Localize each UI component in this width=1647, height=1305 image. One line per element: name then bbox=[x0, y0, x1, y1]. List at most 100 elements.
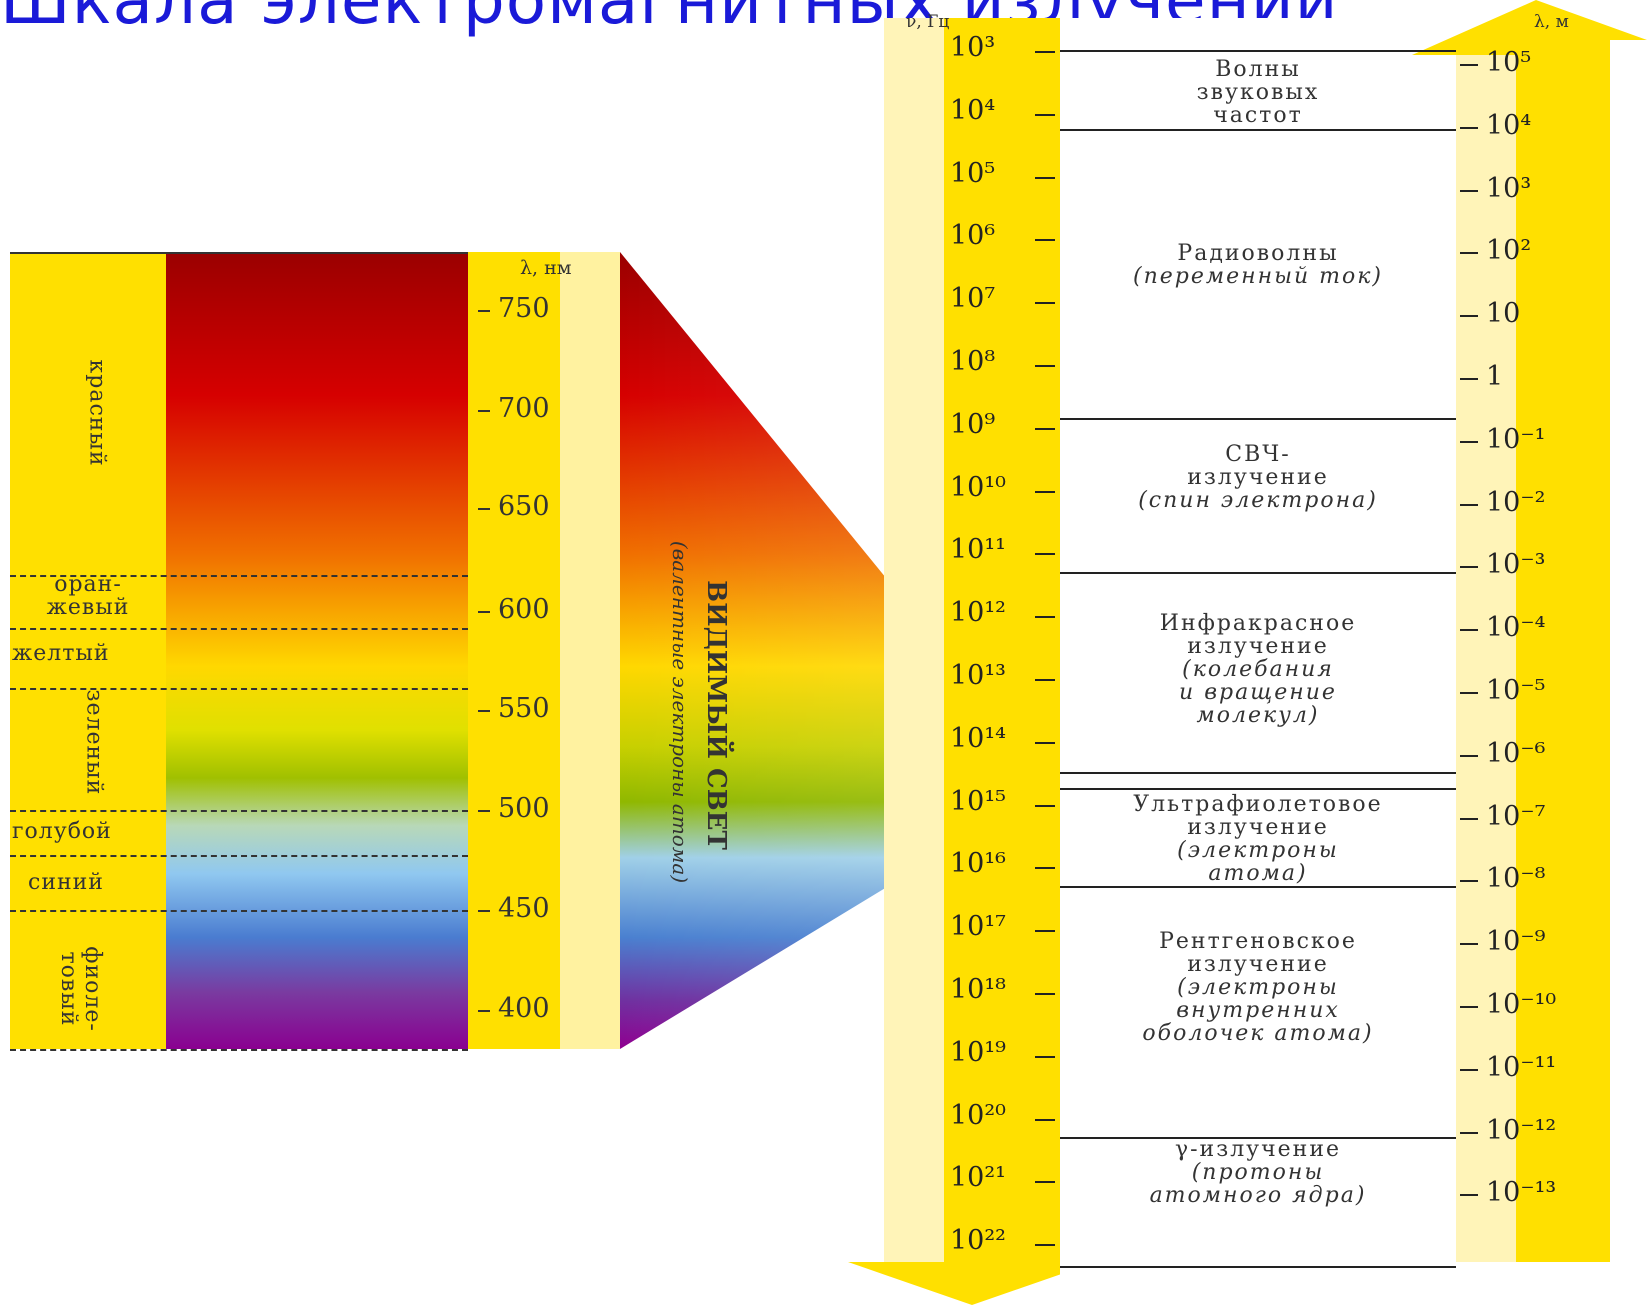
wave-tick-mark bbox=[1460, 692, 1478, 694]
spectrum-strip bbox=[166, 252, 468, 1049]
wave-tick-label: 10³ bbox=[1486, 172, 1532, 204]
wave-tick-label: 1 bbox=[1486, 361, 1504, 392]
freq-tick-label: 10⁶ bbox=[950, 220, 996, 252]
freq-tick-mark bbox=[1035, 176, 1055, 179]
wave-tick-mark bbox=[1460, 252, 1478, 255]
freq-tick-label: 10¹² bbox=[950, 597, 1007, 629]
freq-tick-mark bbox=[1035, 51, 1055, 53]
visible-light-sublabel: (валентные электроны атома) bbox=[668, 540, 692, 884]
nm-tick-label: 450 bbox=[498, 893, 550, 924]
wave-tick-label: 10⁻⁵ bbox=[1486, 675, 1546, 706]
freq-tick-mark bbox=[1035, 804, 1055, 807]
color-separator bbox=[10, 810, 468, 812]
wave-tick-mark bbox=[1460, 1194, 1478, 1197]
nm-tick-mark bbox=[478, 910, 490, 912]
region-boundary bbox=[1060, 50, 1456, 52]
freq-tick-mark bbox=[1035, 365, 1055, 367]
freq-tick-mark bbox=[1035, 867, 1055, 870]
freq-tick-mark bbox=[1035, 1055, 1055, 1058]
wave-tick-label: 10 bbox=[1486, 298, 1521, 330]
region-gamma: γ-излучение (протоны атомного ядра) bbox=[1149, 1137, 1367, 1208]
freq-tick-mark bbox=[1035, 553, 1055, 556]
wave-tick-label: 10⁻⁶ bbox=[1486, 737, 1546, 769]
nm-tick-mark bbox=[478, 1010, 490, 1012]
freq-tick-mark bbox=[1035, 490, 1055, 493]
color-separator bbox=[10, 1049, 468, 1051]
freq-tick-label: 10¹⁷ bbox=[950, 911, 1007, 943]
color-name-blue: синий bbox=[28, 870, 104, 895]
freq-tick-mark bbox=[1035, 930, 1055, 933]
freq-tick-mark bbox=[1035, 616, 1055, 619]
freq-tick-label: 10¹⁸ bbox=[950, 974, 1007, 1005]
color-separator bbox=[10, 575, 468, 577]
wave-tick-label: 10⁴ bbox=[1486, 109, 1532, 141]
nm-tick-label: 650 bbox=[498, 491, 550, 522]
freq-tick-label: 10¹⁴ bbox=[950, 722, 1007, 754]
wave-tick-mark bbox=[1460, 1131, 1478, 1134]
regions-column bbox=[1060, 18, 1456, 1280]
nm-tick-label: 700 bbox=[498, 393, 550, 424]
region-infrared: Инфракрасное излучение (колебания и вращени… bbox=[1159, 611, 1357, 728]
region-boundary bbox=[1060, 129, 1456, 131]
region-microwave: СВЧ-излучение (спин электрона) bbox=[1138, 442, 1378, 513]
freq-tick-label: 10⁵ bbox=[950, 157, 996, 189]
wave-tick-mark bbox=[1460, 1068, 1478, 1071]
nm-tick-mark bbox=[478, 310, 490, 312]
wave-tick-label: 10⁻⁸ bbox=[1486, 863, 1546, 895]
region-boundary bbox=[1060, 418, 1456, 420]
wave-tick-mark bbox=[1460, 1006, 1478, 1008]
wave-tick-label: 10² bbox=[1486, 235, 1532, 267]
freq-tick-mark bbox=[1035, 1118, 1055, 1121]
color-separator bbox=[10, 910, 468, 912]
nm-tick-mark bbox=[478, 410, 490, 412]
nm-tick-mark bbox=[478, 611, 490, 613]
wave-tick-label: 10⁵ bbox=[1486, 47, 1532, 78]
freq-unit-label: ν, Гц bbox=[906, 12, 950, 32]
freq-tick-label: 10¹⁰ bbox=[950, 471, 1007, 503]
wave-tick-mark bbox=[1460, 817, 1478, 820]
color-separator bbox=[10, 688, 468, 690]
freq-tick-label: 10²¹ bbox=[950, 1162, 1007, 1194]
freq-tick-label: 10³ bbox=[950, 32, 996, 63]
nm-tick-label: 500 bbox=[498, 793, 550, 824]
color-separator bbox=[10, 252, 468, 254]
wave-tick-mark bbox=[1460, 503, 1478, 506]
wave-tick-label: 10⁻¹³ bbox=[1486, 1177, 1557, 1209]
region-sound-waves: Волны звуковых частот bbox=[1196, 57, 1320, 128]
region-boundary bbox=[1060, 1266, 1456, 1268]
region-radio-waves: Радиоволны (переменный ток) bbox=[1132, 241, 1384, 289]
wave-tick-label: 10⁻¹¹ bbox=[1486, 1051, 1557, 1083]
wave-tick-label: 10⁻⁷ bbox=[1486, 800, 1546, 832]
color-name-band bbox=[10, 252, 166, 1049]
region-xray: Рентгеновское излучение (электроны внутренн… bbox=[1142, 929, 1374, 1046]
nm-tick-mark bbox=[478, 810, 490, 812]
color-name-green: зеленый bbox=[81, 689, 107, 796]
region-boundary bbox=[1060, 772, 1456, 774]
wave-tick-mark bbox=[1460, 378, 1478, 380]
region-boundary bbox=[1060, 886, 1456, 888]
nm-tick-label: 550 bbox=[498, 693, 550, 724]
color-name-violet: фиоле-товый bbox=[56, 946, 105, 1032]
freq-tick-label: 10¹⁵ bbox=[950, 785, 1007, 817]
freq-tick-label: 10⁹ bbox=[950, 408, 996, 440]
wave-tick-mark bbox=[1460, 440, 1478, 443]
freq-tick-label: 10²⁰ bbox=[950, 1099, 1007, 1131]
nm-tick-label: 750 bbox=[498, 293, 550, 324]
freq-tick-mark bbox=[1035, 993, 1055, 995]
freq-tick-mark bbox=[1035, 679, 1055, 681]
freq-tick-mark bbox=[1035, 239, 1055, 242]
region-ultraviolet: Ультрафиолетовое излучение (электроны атома… bbox=[1133, 792, 1383, 886]
region-boundary bbox=[1060, 572, 1456, 574]
visible-light-label: ВИДИМЫЙ СВЕТ bbox=[701, 580, 731, 850]
color-separator bbox=[10, 628, 468, 630]
region-boundary bbox=[1060, 788, 1456, 790]
freq-tick-mark bbox=[1035, 302, 1055, 305]
freq-tick-mark bbox=[1035, 427, 1055, 430]
color-name-red: красный bbox=[84, 359, 110, 467]
wave-tick-label: 10⁻⁴ bbox=[1486, 612, 1546, 644]
color-separator bbox=[10, 855, 468, 857]
wave-tick-label: 10⁻³ bbox=[1486, 549, 1546, 581]
region-boundary bbox=[1060, 1137, 1456, 1139]
wave-unit-label: λ, м bbox=[1534, 12, 1569, 32]
